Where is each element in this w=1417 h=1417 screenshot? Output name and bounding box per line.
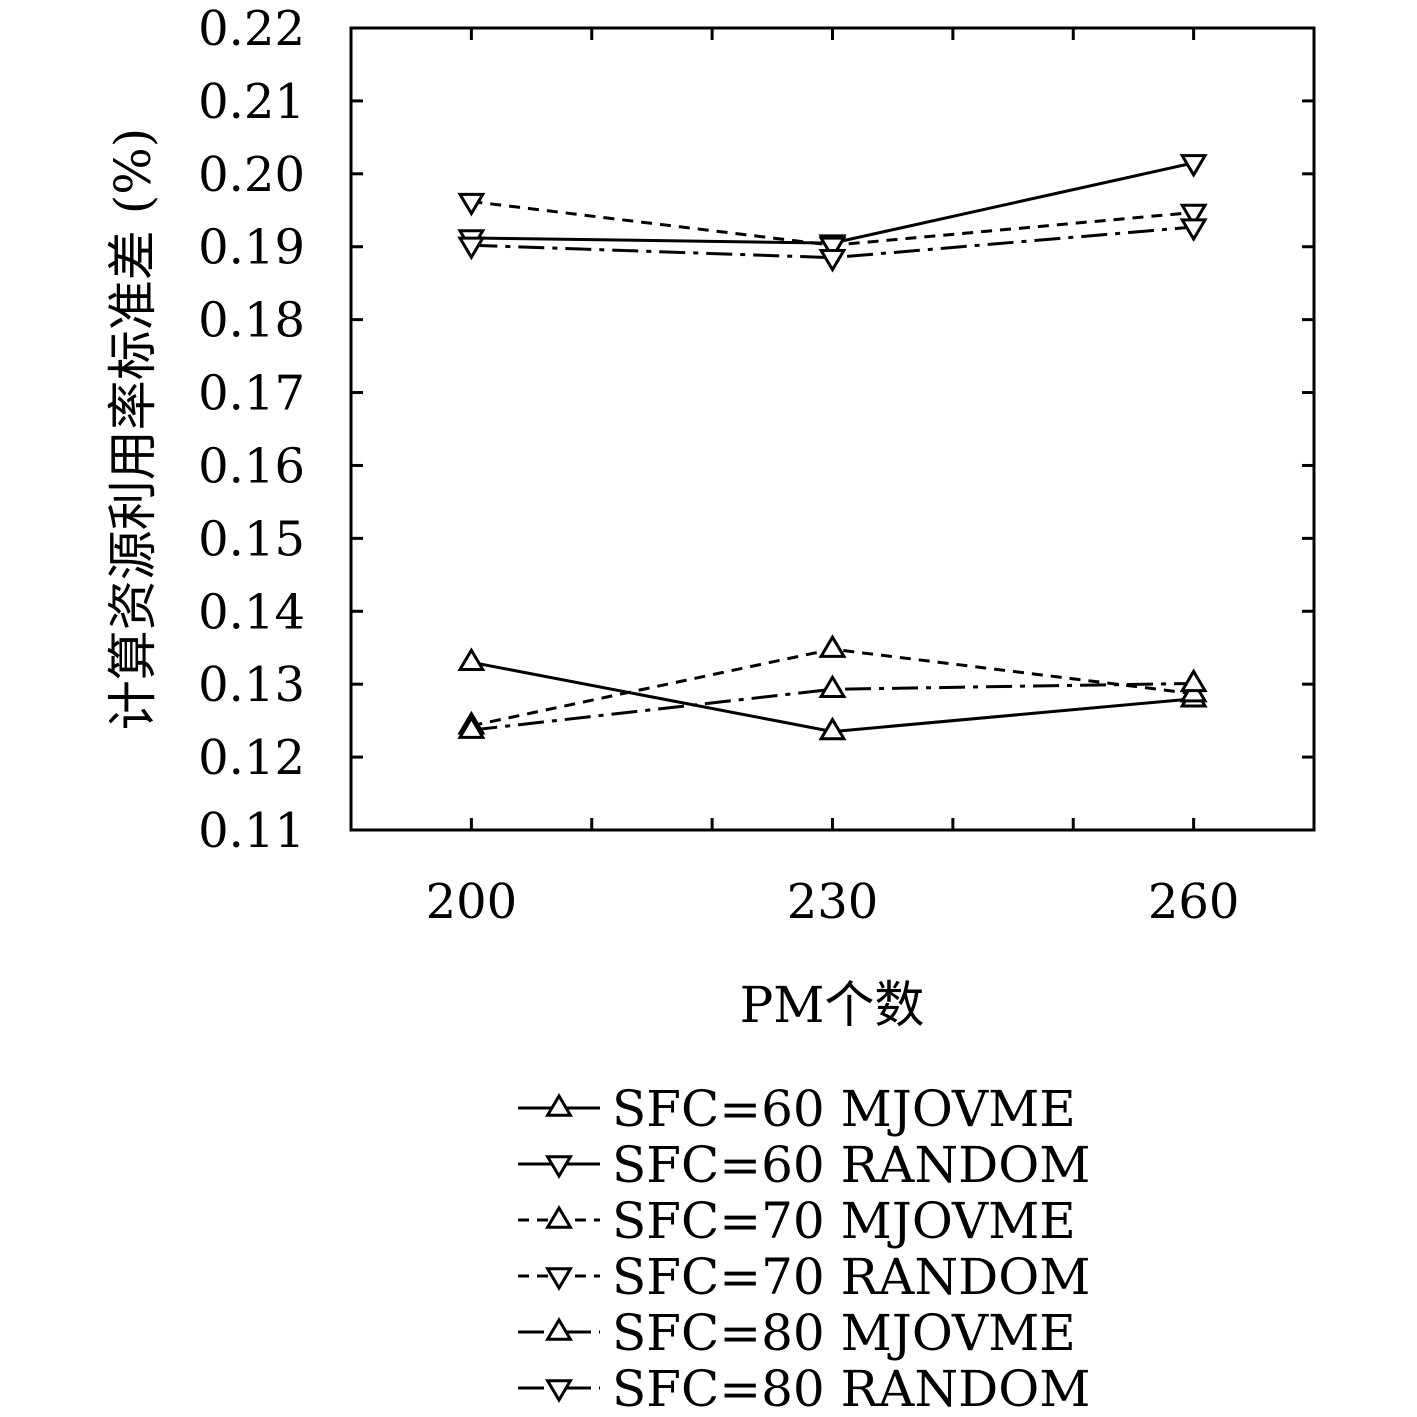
legend-marker-5 (544, 1317, 574, 1341)
legend-label-6: SFC=80 RANDOM (612, 1360, 1090, 1417)
y-tick-label: 0.21 (198, 74, 305, 130)
series-line-6 (471, 225, 1194, 260)
y-tick-label: 0.14 (198, 584, 305, 640)
legend-marker-4 (544, 1267, 574, 1291)
y-tick-label: 0.22 (198, 1, 305, 57)
y-tick-label: 0.20 (198, 147, 305, 203)
series-5-point (818, 674, 847, 698)
legend-label-3: SFC=70 MJOVME (612, 1192, 1076, 1250)
legend-marker-6 (544, 1379, 574, 1403)
series-1-point (818, 716, 847, 741)
y-tick-label: 0.13 (198, 657, 305, 713)
y-tick-label: 0.15 (198, 511, 305, 567)
plot-frame (349, 26, 1316, 832)
legend-marker-3 (544, 1205, 574, 1229)
legend-label-5: SFC=80 MJOVME (612, 1304, 1076, 1362)
x-tick-label: 260 (1148, 874, 1240, 930)
series-5-point (457, 715, 486, 739)
series-4-point (818, 236, 847, 261)
y-tick-label: 0.16 (198, 438, 305, 494)
legend-label-4: SFC=70 RANDOM (612, 1248, 1090, 1306)
series-4-point (1179, 203, 1208, 228)
y-tick-label: 0.19 (198, 220, 305, 276)
legend-label-1: SFC=60 MJOVME (612, 1080, 1076, 1138)
y-tick-label: 0.12 (198, 730, 305, 786)
series-3-point (818, 634, 847, 658)
y-tick-label: 0.11 (198, 803, 305, 859)
series-2-point (1179, 154, 1208, 178)
x-tick-label: 200 (426, 874, 518, 930)
x-axis-label: PM个数 (740, 976, 925, 1034)
series-1-point (457, 647, 486, 672)
legend-marker-2 (544, 1155, 574, 1179)
y-axis-label: 计算资源利用率标准差 (%) (104, 128, 162, 730)
y-tick-label: 0.18 (198, 293, 305, 349)
series-6-point (457, 236, 486, 261)
series-5-point (1179, 668, 1208, 693)
series-line-2 (471, 161, 1194, 245)
series-6-point (818, 248, 847, 273)
legend-marker-1 (544, 1093, 574, 1117)
series-lines (457, 154, 1208, 741)
legend-label-2: SFC=60 RANDOM (612, 1136, 1090, 1194)
series-4-point (457, 192, 486, 217)
axis-ticks: 0.11 0.12 0.13 0.14 0.15 0.16 0.17 0.18 0.19 0.20… (198, 1, 1314, 930)
x-tick-label: 230 (787, 874, 879, 930)
y-tick-label: 0.17 (198, 366, 305, 422)
series-6-point (1179, 218, 1208, 242)
